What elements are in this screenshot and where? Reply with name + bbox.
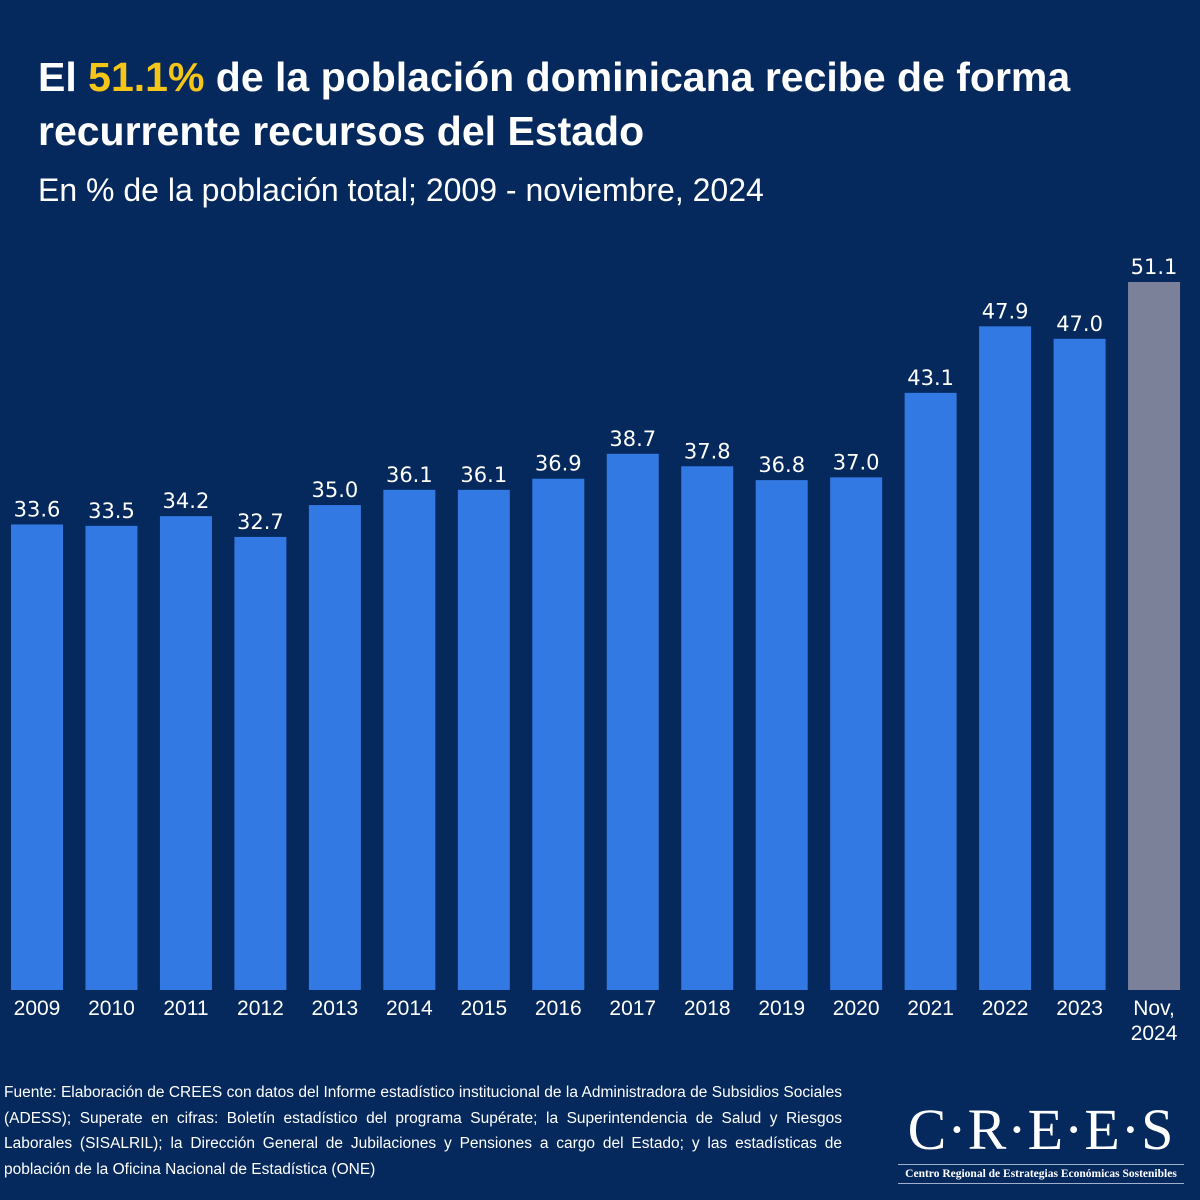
x-tick-label: 2009 (14, 997, 61, 1020)
bar (755, 480, 808, 990)
bar (308, 505, 361, 990)
data-label: 36.1 (460, 463, 507, 487)
data-label: 37.8 (684, 439, 731, 463)
x-tick-label: Nov, (1133, 997, 1175, 1020)
x-tick-label: 2015 (460, 997, 507, 1020)
x-tick-label: 2012 (237, 997, 284, 1020)
bar (234, 536, 287, 990)
x-tick-label: 2014 (386, 997, 433, 1020)
bar (1053, 338, 1106, 990)
data-label: 36.1 (386, 463, 433, 487)
logo-subtitle: Centro Regional de Estrategias Económica… (898, 1164, 1184, 1184)
data-label: 32.7 (237, 510, 284, 534)
data-label: 38.7 (609, 427, 656, 451)
data-label: 33.6 (14, 497, 61, 521)
x-tick-label: 2011 (163, 997, 208, 1020)
crees-logo: C·R·E·E·S Centro Regional de Estrategias… (898, 1100, 1184, 1184)
x-tick-label: 2023 (1056, 997, 1103, 1020)
data-label: 36.8 (758, 453, 805, 477)
x-tick-label: 2020 (833, 997, 880, 1020)
x-tick-label: 2021 (907, 997, 954, 1020)
bar (1128, 282, 1181, 990)
bar (11, 524, 63, 990)
logo-text: C·R·E·E·S (907, 1097, 1175, 1162)
bar (159, 516, 212, 990)
bar (457, 489, 510, 990)
source-note: Fuente: Elaboración de CREES con datos d… (4, 1084, 842, 1178)
x-tick-label: 2017 (609, 997, 656, 1020)
bar (85, 525, 138, 990)
chart-subtitle: En % de la población total; 2009 - novie… (38, 172, 764, 208)
x-tick-label: 2024 (1131, 1022, 1178, 1045)
bar (681, 466, 734, 990)
bar (532, 478, 585, 990)
bar (979, 326, 1032, 990)
data-label: 34.2 (163, 489, 210, 513)
title-highlight: 51.1% (88, 54, 205, 100)
data-label: 35.0 (311, 478, 358, 502)
x-tick-label: 2018 (684, 997, 731, 1020)
x-tick-label: 2019 (758, 997, 805, 1020)
bar (383, 489, 436, 990)
data-label: 43.1 (907, 366, 954, 390)
bar (904, 392, 957, 990)
bar (606, 453, 659, 990)
data-label: 51.1 (1131, 255, 1178, 279)
title-prefix: El (38, 54, 89, 100)
chart-title: El 51.1% de la población dominicana reci… (38, 50, 1178, 158)
bar (830, 477, 883, 990)
x-tick-label: 2010 (88, 997, 135, 1020)
data-label: 37.0 (833, 450, 880, 474)
data-label: 47.9 (982, 299, 1029, 323)
x-tick-label: 2022 (982, 997, 1029, 1020)
data-label: 33.5 (88, 499, 135, 523)
x-tick-label: 2013 (312, 997, 359, 1020)
bar-chart: 33.6 2009 33.5 2010 34.2 2011 32.7 2012 35.0 2013… (11, 255, 1181, 1045)
data-label: 47.0 (1056, 312, 1103, 336)
title-suffix: de la población dominicana recibe de for… (38, 54, 1071, 154)
x-tick-label: 2016 (535, 997, 582, 1020)
data-label: 36.9 (535, 452, 582, 476)
